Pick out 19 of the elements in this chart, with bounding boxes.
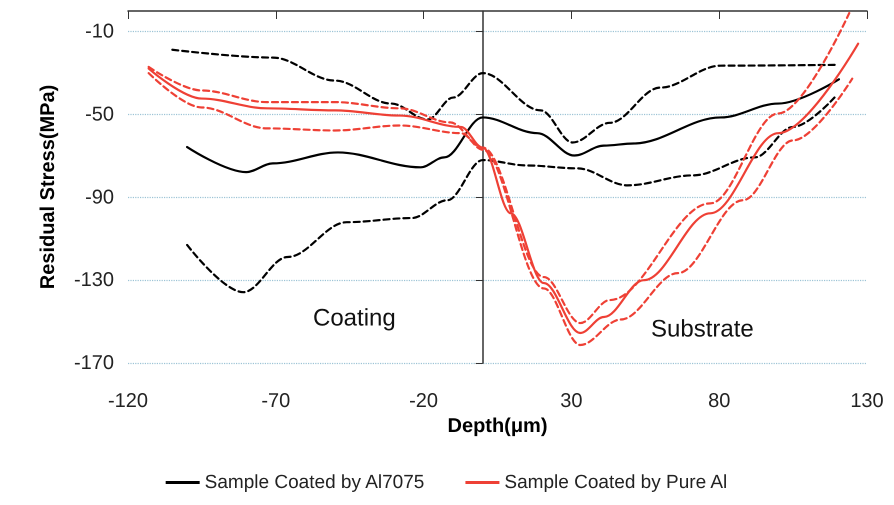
line-series <box>186 96 836 294</box>
annotation: Substrate <box>651 316 754 342</box>
x-tick-label: -120 <box>108 390 148 412</box>
y-tick-label: -90 <box>85 186 114 208</box>
annotation: Coating <box>313 304 396 332</box>
x-tick-label: 80 <box>708 390 730 412</box>
y-axis-title: Residual Stress(MPa) <box>37 84 59 290</box>
legend-label: Sample Coated by Al7075 <box>204 472 424 493</box>
line-series <box>186 78 840 174</box>
x-tick-label: 30 <box>560 390 583 412</box>
y-tick-label: -50 <box>85 104 114 126</box>
y-tick-label: -130 <box>74 269 114 292</box>
legend-label: Sample Coated by Pure Al <box>504 472 728 493</box>
x-tick-label: 130 <box>850 390 884 412</box>
x-axis-title: Depth(μm) <box>448 414 548 437</box>
y-tick-label: -10 <box>85 20 114 43</box>
x-tick-label: -70 <box>261 390 290 412</box>
y-tick-label: -170 <box>74 352 114 374</box>
x-tick-label: -20 <box>409 390 438 412</box>
